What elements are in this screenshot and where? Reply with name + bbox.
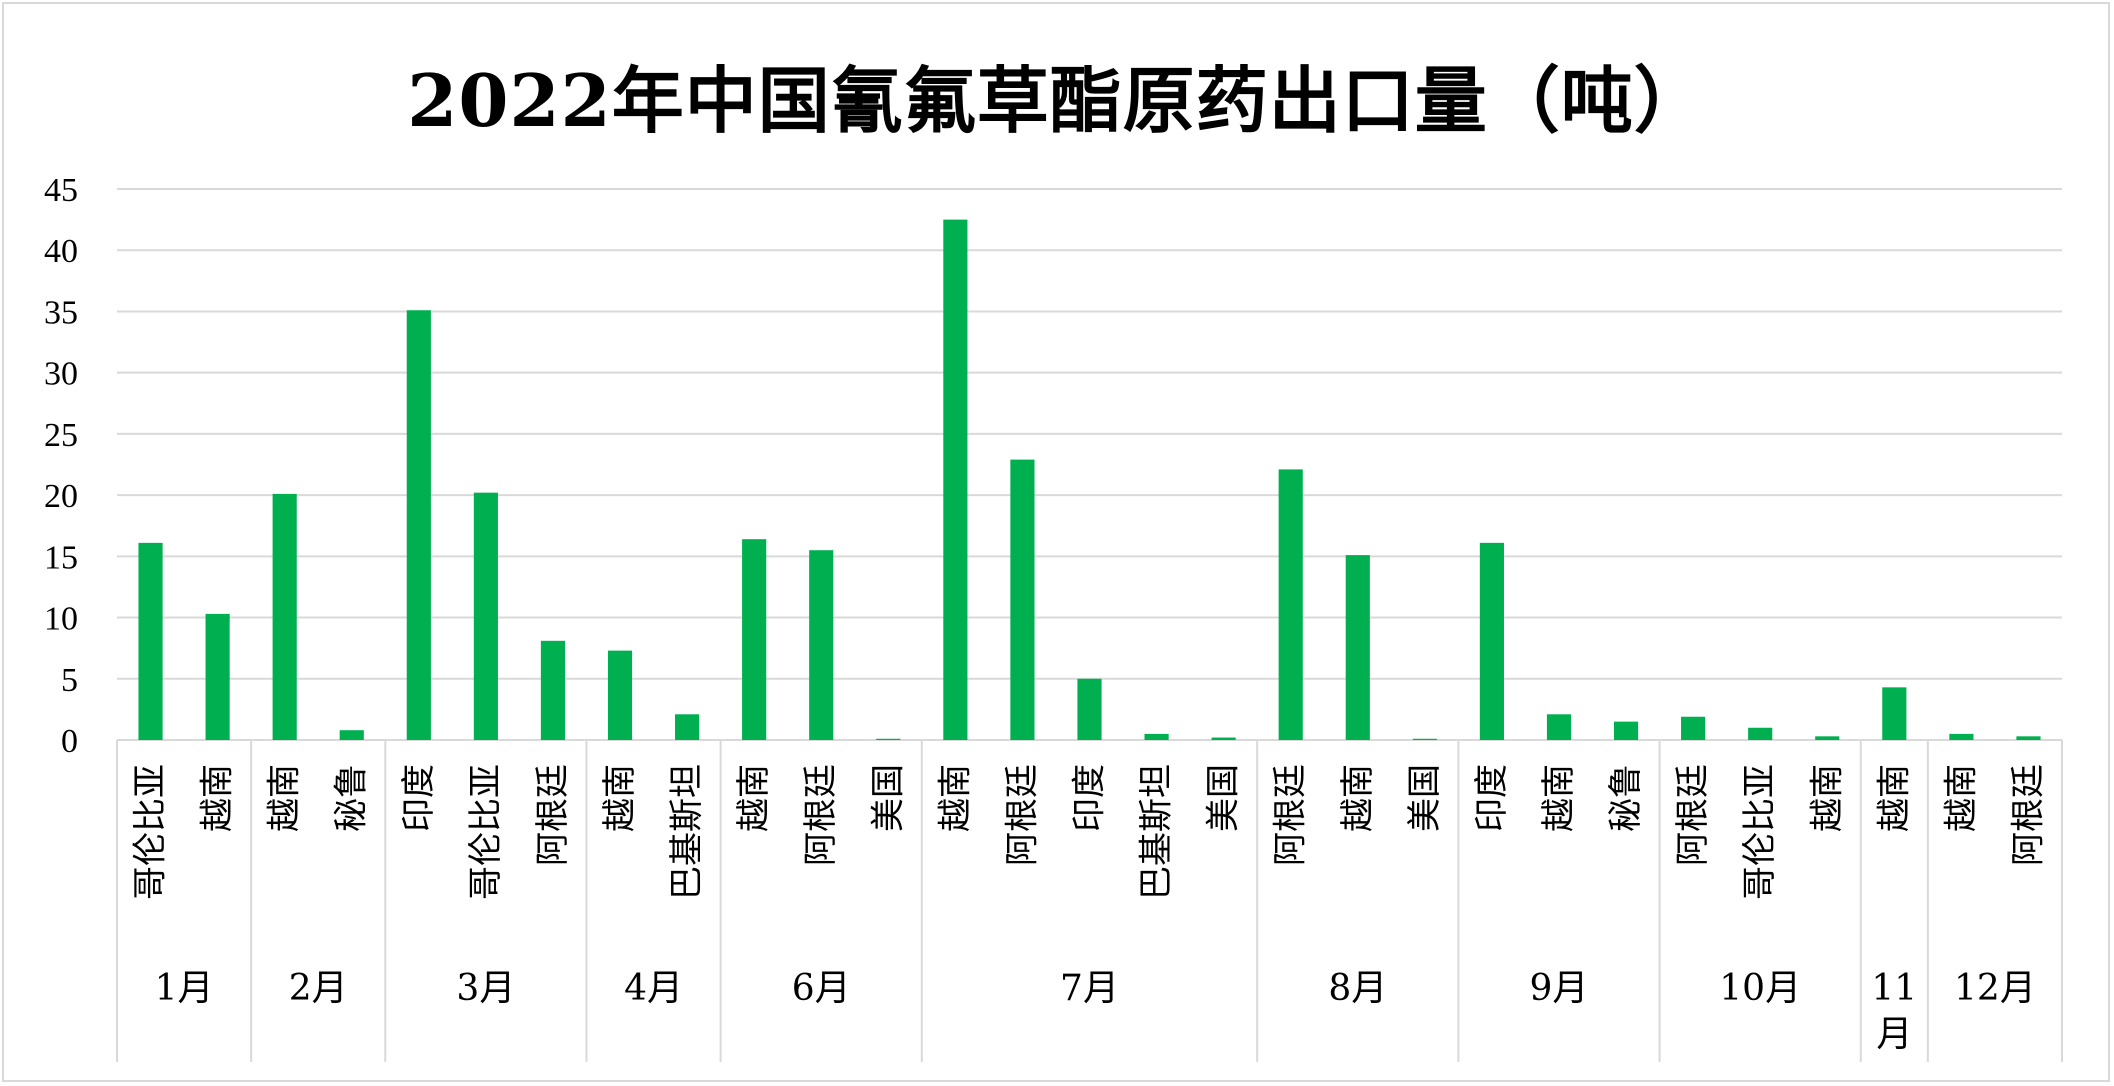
category-label: 阿根廷: [533, 764, 573, 866]
bar: [1613, 721, 1639, 740]
category-label: 越南: [734, 764, 774, 832]
category-label: 越南: [1874, 764, 1914, 832]
month-label: 10月: [1719, 968, 1801, 1009]
category-label: 阿根廷: [1002, 764, 1042, 866]
category-label: 美国: [1405, 764, 1445, 832]
bar: [943, 219, 968, 741]
bar: [339, 730, 364, 740]
bar: [1479, 542, 1504, 740]
category-label: 阿根廷: [2008, 764, 2048, 866]
bar: [675, 714, 700, 740]
category-label: 印度: [1472, 764, 1512, 832]
y-tick-label: 20: [44, 478, 78, 515]
category-label: 秘鲁: [1606, 764, 1646, 832]
category-label: 巴基斯坦: [667, 764, 707, 900]
bar: [1681, 716, 1706, 740]
y-tick-label: 40: [44, 233, 78, 270]
category-label: 阿根廷: [1271, 764, 1311, 866]
y-tick-label: 10: [44, 601, 78, 638]
bar: [1211, 737, 1236, 740]
category-label: 印度: [399, 764, 439, 832]
bar: [1546, 714, 1572, 740]
category-label: 越南: [1539, 764, 1579, 832]
month-label: 1月: [155, 968, 214, 1009]
bar: [272, 493, 297, 740]
y-tick-label: 0: [61, 723, 78, 760]
category-label: 哥伦比亚: [1740, 764, 1780, 900]
category-label: 越南: [1338, 764, 1378, 832]
bar: [1144, 733, 1169, 740]
y-tick-label: 5: [61, 662, 78, 699]
bar: [1949, 733, 1974, 740]
month-label: 11: [1871, 968, 1917, 1009]
category-label: 越南: [935, 764, 975, 832]
bar: [1412, 738, 1437, 740]
chart-title: 2022年中国氰氟草酯原药出口量（吨）: [407, 58, 1707, 143]
bar: [2016, 736, 2041, 740]
bar: [1815, 736, 1840, 740]
category-label: 巴基斯坦: [1137, 764, 1177, 900]
month-label: 12月: [1954, 968, 2036, 1009]
bar: [1077, 678, 1102, 740]
bar: [1278, 469, 1303, 740]
category-label: 越南: [1941, 764, 1981, 832]
month-label: 2月: [289, 968, 348, 1009]
y-tick-label: 15: [44, 539, 78, 576]
month-label: 3月: [456, 968, 515, 1009]
bar: [540, 640, 566, 740]
y-tick-label: 35: [44, 294, 78, 331]
bar: [1748, 727, 1773, 740]
category-label: 秘鲁: [332, 764, 372, 832]
category-label: 越南: [265, 764, 305, 832]
bar: [1010, 459, 1035, 740]
category-label: 哥伦比亚: [131, 764, 171, 900]
bar: [406, 310, 431, 740]
category-label: 印度: [1070, 764, 1110, 832]
category-label: 阿根廷: [1673, 764, 1713, 866]
bar: [809, 550, 834, 740]
y-tick-label: 25: [44, 417, 78, 454]
month-label: 月: [1876, 1014, 1912, 1055]
bar: [473, 492, 498, 740]
category-label: 阿根廷: [801, 764, 841, 866]
bar: [1345, 555, 1370, 740]
bar: [607, 650, 633, 740]
category-label: 美国: [868, 764, 908, 832]
bar: [205, 613, 230, 740]
month-label: 7月: [1060, 968, 1119, 1009]
category-label: 越南: [198, 764, 238, 832]
month-label: 9月: [1530, 968, 1589, 1009]
category-label: 越南: [600, 764, 640, 832]
month-label: 4月: [624, 968, 683, 1009]
bar: [138, 542, 163, 740]
bar: [876, 738, 901, 740]
category-label: 越南: [1807, 764, 1847, 832]
bar: [742, 539, 767, 740]
month-label: 8月: [1328, 968, 1387, 1009]
category-label: 美国: [1204, 764, 1244, 832]
y-tick-label: 45: [44, 172, 78, 209]
month-label: 6月: [792, 968, 851, 1009]
bar: [1882, 687, 1907, 740]
category-label: 哥伦比亚: [466, 764, 506, 900]
y-tick-label: 30: [44, 356, 78, 393]
